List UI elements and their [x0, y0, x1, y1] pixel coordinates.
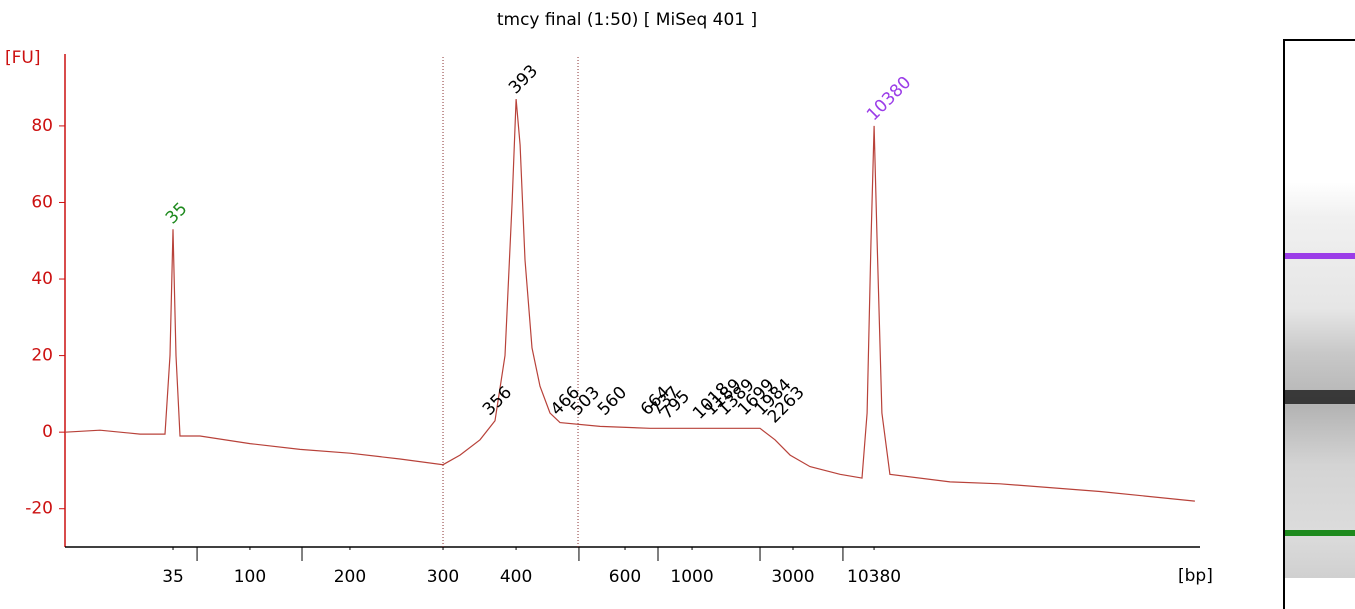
- y-tick-label: 0: [42, 422, 53, 442]
- x-tick-label: 100: [234, 567, 266, 587]
- x-tick-label: 10380: [847, 567, 901, 587]
- y-axis-label: [FU]: [5, 48, 41, 68]
- y-tick-label: 40: [31, 269, 53, 289]
- y-tick-label: 80: [31, 116, 53, 136]
- x-axis-label: [bp]: [1178, 566, 1213, 586]
- x-tick-label: 200: [334, 567, 366, 587]
- y-tick-label: -20: [25, 499, 53, 519]
- x-tick-label: 3000: [771, 567, 814, 587]
- y-tick-label: 60: [31, 192, 53, 212]
- gel-band-lower-marker: [1285, 530, 1355, 536]
- peak-label: 356: [479, 383, 516, 420]
- gel-lane: [1283, 39, 1355, 609]
- y-tick-label: 20: [31, 346, 53, 366]
- x-tick-label: 300: [427, 567, 459, 587]
- chart-title: tmcy final (1:50) [ MiSeq 401 ]: [497, 10, 757, 30]
- gel-band-main: [1285, 390, 1355, 404]
- peak-label: 393: [505, 61, 542, 98]
- trace-line: [64, 99, 1195, 502]
- x-tick-label: 600: [609, 567, 641, 587]
- peak-label: 35: [162, 199, 191, 228]
- gel-band-upper-marker: [1285, 253, 1355, 259]
- x-tick-label: 400: [500, 567, 532, 587]
- peak-label: 560: [594, 383, 631, 420]
- gel-background: [1285, 128, 1355, 578]
- peak-label: 10380: [863, 73, 915, 125]
- x-tick-label: 1000: [670, 567, 713, 587]
- x-tick-label: 35: [162, 567, 184, 587]
